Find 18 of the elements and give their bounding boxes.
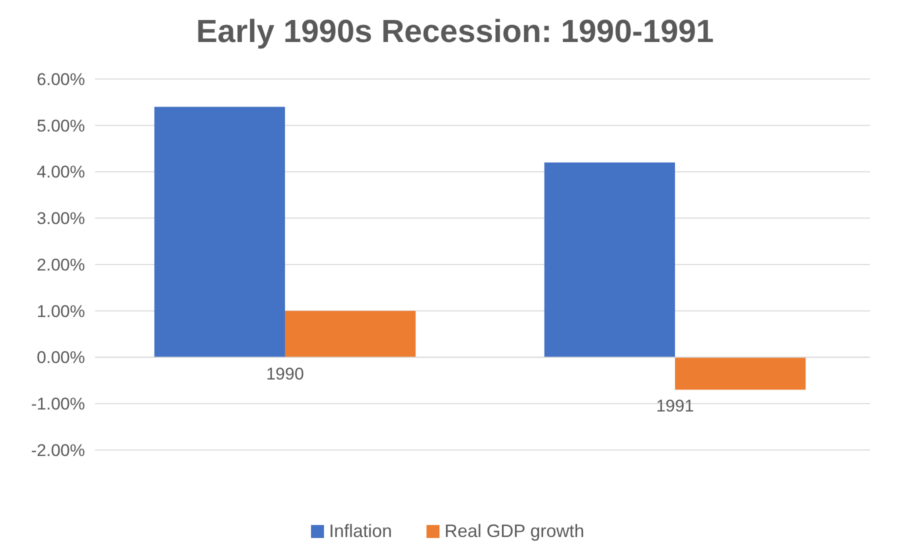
bar: [285, 310, 416, 358]
y-tick-label: 6.00%: [36, 70, 85, 89]
y-tick-label: 5.00%: [36, 116, 85, 136]
bar: [544, 162, 675, 358]
x-tick-label: 1991: [656, 396, 694, 416]
bar: [675, 357, 806, 390]
y-tick-label: 2.00%: [36, 255, 85, 274]
y-tick-label: 4.00%: [36, 162, 85, 182]
x-tick-label: 1990: [266, 364, 304, 384]
y-tick-label: 3.00%: [36, 209, 85, 228]
legend-label: Inflation: [329, 521, 392, 541]
y-tick-label: 1.00%: [36, 302, 85, 321]
bar: [154, 106, 285, 358]
y-tick-label: -2.00%: [31, 440, 85, 460]
chart-title: Early 1990s Recession: 1990-1991: [196, 13, 714, 49]
y-tick-label: 0.00%: [36, 348, 85, 368]
y-tick-label: -1.00%: [31, 394, 85, 414]
legend-label: Real GDP growth: [444, 521, 584, 541]
